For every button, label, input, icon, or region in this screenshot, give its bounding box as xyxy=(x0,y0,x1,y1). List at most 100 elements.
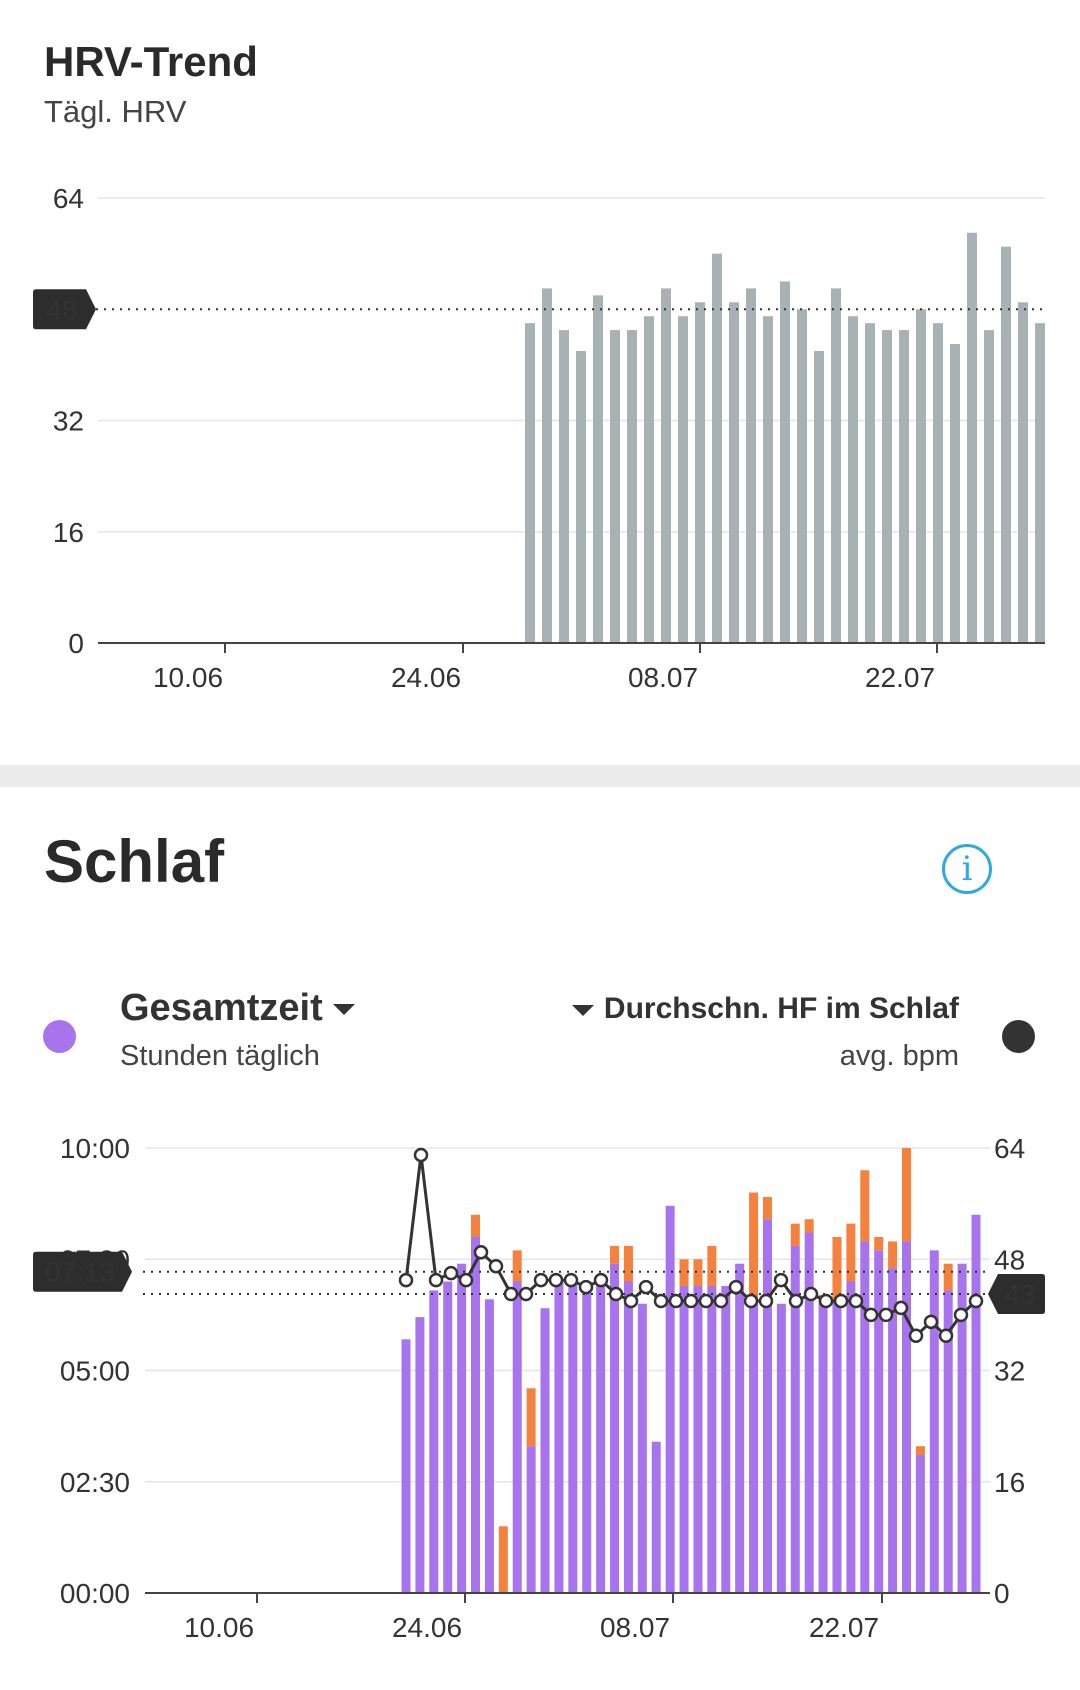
hrv-subtitle: Tägl. HRV xyxy=(44,94,187,129)
hr-point xyxy=(638,1279,654,1295)
sleep-bar xyxy=(929,1250,939,1593)
hr-point xyxy=(728,1279,744,1295)
sleep-bar xyxy=(943,1290,953,1593)
hrv-bar xyxy=(627,330,637,643)
sleep-bar xyxy=(762,1219,772,1593)
hrv-bar xyxy=(916,309,926,643)
sleep-bar xyxy=(582,1281,592,1593)
hr-point xyxy=(473,1245,489,1260)
hrv-bar xyxy=(967,232,977,643)
awake-bar xyxy=(679,1259,689,1286)
sleep-bar xyxy=(512,1281,522,1593)
hr-point xyxy=(533,1272,549,1288)
hr-point xyxy=(698,1293,714,1309)
hr-point xyxy=(968,1293,984,1309)
avg-hr-legend-dot xyxy=(1002,1020,1035,1053)
sleep-bpm-badge xyxy=(988,1274,1045,1315)
sleep-x-tick-label: 10.06 xyxy=(184,1612,254,1643)
hrv-bar xyxy=(933,323,943,643)
total-time-selector[interactable]: Gesamtzeit Stunden täglich xyxy=(120,987,365,1073)
sleep-y-left-tick-label: 10:00 xyxy=(60,1133,130,1164)
awake-bar xyxy=(874,1237,884,1251)
sleep-bar xyxy=(804,1232,814,1593)
hrv-bar xyxy=(593,295,603,643)
sleep-bar xyxy=(915,1455,925,1593)
hr-point xyxy=(953,1307,969,1323)
sleep-bar xyxy=(540,1308,550,1593)
hr-point xyxy=(818,1293,834,1309)
sleep-bar xyxy=(832,1299,842,1593)
hr-point xyxy=(908,1328,924,1343)
sleep-bar xyxy=(484,1299,494,1593)
hrv-bar xyxy=(712,253,722,643)
sleep-y-right-tick-label: 0 xyxy=(994,1578,1010,1609)
sleep-bar xyxy=(429,1290,439,1593)
hrv-y-tick-label: 16 xyxy=(53,517,84,548)
hrv-reference-badge-text: 48 xyxy=(46,294,77,325)
sleep-bar xyxy=(707,1285,717,1593)
awake-bar xyxy=(943,1263,953,1291)
sleep-y-right-tick-label: 64 xyxy=(994,1133,1025,1164)
awake-bar xyxy=(498,1526,508,1593)
awake-bar xyxy=(915,1446,925,1456)
hrv-bar xyxy=(610,330,620,643)
total-time-unit: Stunden täglich xyxy=(120,1040,320,1072)
hr-point xyxy=(548,1272,564,1288)
hrv-x-tick-label: 10.06 xyxy=(153,662,223,693)
sleep-bar xyxy=(401,1339,411,1593)
hrv-bar xyxy=(882,330,892,643)
hr-point xyxy=(593,1272,609,1288)
hr-point xyxy=(683,1293,699,1309)
sleep-bpm-badge-text: 43 xyxy=(1004,1279,1035,1310)
sleep-x-tick-label: 08.07 xyxy=(600,1612,670,1643)
awake-bar xyxy=(860,1170,870,1242)
hrv-bar xyxy=(559,330,569,643)
hr-point xyxy=(743,1293,759,1309)
hrv-bar xyxy=(525,323,535,643)
chevron-down-icon xyxy=(571,1004,594,1016)
hr-point xyxy=(413,1147,429,1163)
sleep-bar xyxy=(846,1281,856,1593)
sleep-bar xyxy=(860,1241,870,1593)
sleep-x-tick-label: 24.06 xyxy=(392,1612,462,1643)
sleep-bar xyxy=(776,1303,786,1593)
sleep-bar xyxy=(623,1281,633,1593)
hrv-bar xyxy=(644,316,654,643)
sleep-bar xyxy=(457,1263,467,1593)
hrv-bar xyxy=(865,323,875,643)
hrv-reference-badge xyxy=(33,289,96,330)
hr-point xyxy=(713,1293,729,1309)
hrv-x-tick-label: 08.07 xyxy=(628,662,698,693)
avg-hr-label: Durchschn. HF im Schlaf xyxy=(603,992,959,1025)
hr-point xyxy=(938,1328,954,1343)
sleep-bar xyxy=(554,1281,564,1593)
awake-bar xyxy=(762,1196,772,1220)
hr-point xyxy=(773,1272,789,1288)
section-divider xyxy=(0,765,1080,787)
hrv-bar xyxy=(1001,246,1011,643)
hrv-bar xyxy=(1035,323,1045,643)
sleep-bar xyxy=(957,1263,967,1593)
avg-hr-selector[interactable]: Durchschn. HF im Schlaf avg. bpm xyxy=(562,992,959,1073)
hrv-bar xyxy=(848,316,858,643)
awake-bar xyxy=(901,1148,911,1242)
awake-bar xyxy=(846,1223,856,1282)
sleep-title: Schlaf xyxy=(44,828,225,895)
sleep-bar xyxy=(637,1303,647,1593)
sleep-bar xyxy=(735,1263,745,1593)
sleep-bar xyxy=(610,1263,620,1593)
hrv-bar xyxy=(780,281,790,643)
hr-point xyxy=(503,1286,519,1302)
awake-bar xyxy=(804,1219,814,1233)
hr-point xyxy=(653,1293,669,1309)
awake-bar xyxy=(623,1245,633,1282)
sleep-bar xyxy=(874,1250,884,1593)
sleep-y-left-tick-label: 05:00 xyxy=(60,1356,130,1387)
awake-bar xyxy=(790,1223,800,1246)
awake-bar xyxy=(693,1259,703,1286)
hrv-bar xyxy=(542,288,552,643)
hr-point xyxy=(398,1272,414,1288)
info-icon[interactable]: i xyxy=(942,844,992,894)
sleep-bar xyxy=(415,1317,425,1593)
hrv-y-tick-label: 0 xyxy=(68,628,84,659)
